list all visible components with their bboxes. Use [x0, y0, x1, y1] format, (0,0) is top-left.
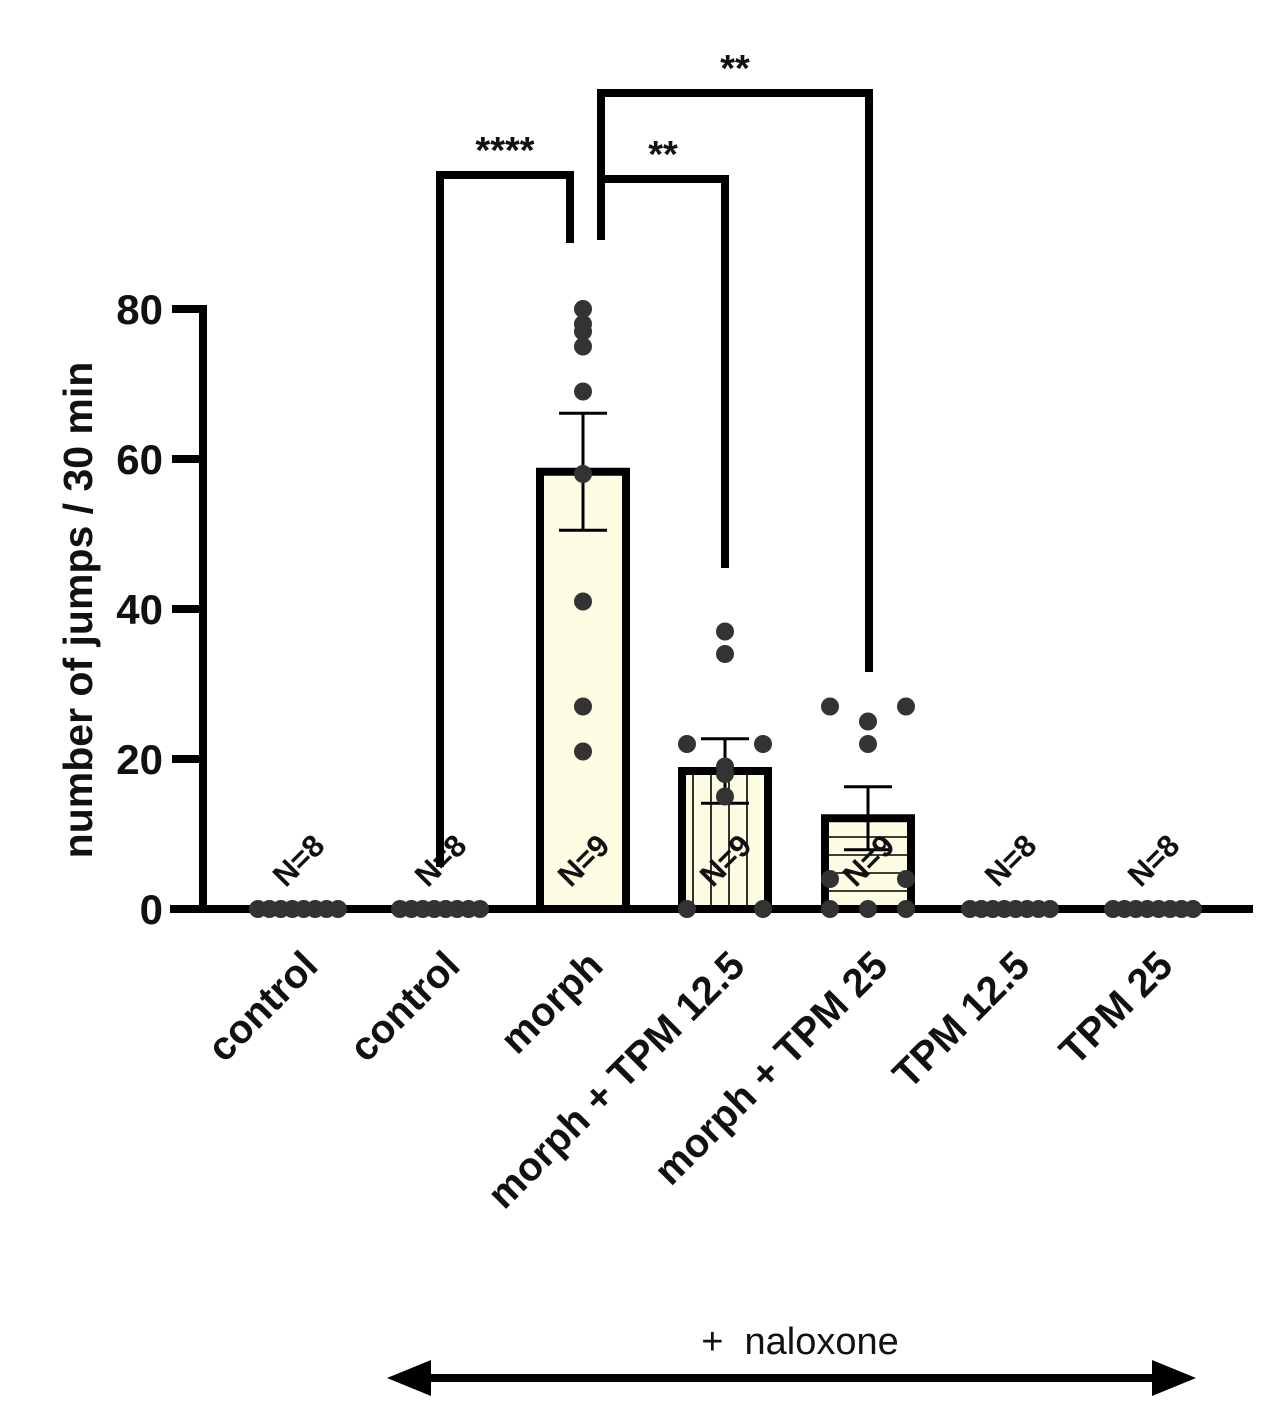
- arrowhead-right-icon: [1152, 1360, 1196, 1396]
- significance-label-1: **: [648, 134, 678, 176]
- category-label-0: control: [199, 943, 326, 1070]
- y-tick-label-40: 40: [116, 586, 163, 633]
- bar-2: [540, 471, 626, 909]
- category-label-6: TPM 25: [1051, 943, 1181, 1073]
- data-point: [1184, 900, 1202, 918]
- data-point: [859, 900, 877, 918]
- data-point: [897, 870, 915, 888]
- significance-label-0: ****: [475, 130, 534, 172]
- data-point: [859, 735, 877, 753]
- y-tick-label-80: 80: [116, 286, 163, 333]
- category-label-2: morph: [492, 943, 611, 1062]
- data-point: [574, 315, 592, 333]
- data-point: [897, 900, 915, 918]
- data-point: [859, 712, 877, 731]
- y-tick-label-20: 20: [116, 736, 163, 783]
- data-point: [716, 757, 734, 776]
- data-point: [754, 735, 772, 753]
- category-label-5: TPM 12.5: [885, 943, 1039, 1097]
- y-axis-title: number of jumps / 30 min: [55, 362, 101, 859]
- data-point: [574, 337, 592, 356]
- data-point: [574, 465, 592, 483]
- data-point: [329, 900, 347, 918]
- significance-label-2: **: [720, 48, 750, 90]
- data-point: [821, 870, 839, 888]
- data-point: [716, 645, 734, 663]
- n-label-5: N=8: [978, 828, 1044, 894]
- data-point: [716, 622, 734, 641]
- data-point: [1041, 900, 1059, 918]
- y-tick-label-0: 0: [140, 886, 163, 933]
- data-point: [821, 900, 839, 918]
- naloxone-label: + naloxone: [701, 1321, 899, 1363]
- n-label-0: N=8: [266, 828, 332, 894]
- data-point: [574, 742, 592, 761]
- data-point: [754, 900, 772, 918]
- data-point: [678, 900, 696, 918]
- data-point: [574, 382, 592, 401]
- n-label-6: N=8: [1121, 828, 1187, 894]
- category-label-1: control: [341, 943, 468, 1070]
- data-point: [574, 300, 592, 318]
- data-point: [678, 735, 696, 753]
- category-label-3: morph + TPM 12.5: [479, 943, 753, 1217]
- arrowhead-left-icon: [387, 1360, 431, 1396]
- data-point: [471, 900, 489, 918]
- significance-bracket-2: [597, 89, 873, 672]
- data-point: [821, 697, 839, 716]
- significance-bracket-0: [436, 171, 574, 867]
- data-point: [897, 697, 915, 716]
- data-point: [574, 697, 592, 716]
- data-point: [716, 787, 734, 806]
- data-point: [574, 592, 592, 611]
- y-tick-label-60: 60: [116, 436, 163, 483]
